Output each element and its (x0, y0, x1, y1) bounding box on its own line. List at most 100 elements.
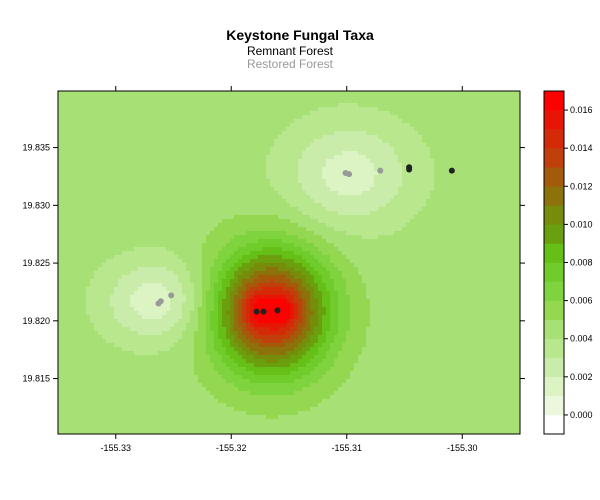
heatmap-cell (286, 319, 291, 324)
heatmap-cell (162, 235, 167, 240)
heatmap-cell (102, 343, 107, 348)
heatmap-cell (170, 379, 175, 384)
heatmap-cell (258, 343, 263, 348)
heatmap-cell (178, 279, 183, 284)
heatmap-cell (254, 175, 259, 180)
heatmap-cell (158, 247, 163, 252)
heatmap-cell (190, 367, 195, 372)
heatmap-cell (154, 411, 159, 416)
heatmap-cell (74, 423, 79, 428)
heatmap-cell (150, 423, 155, 428)
heatmap-cell (166, 143, 171, 148)
heatmap-cell (138, 331, 143, 336)
heatmap-cell (94, 259, 99, 264)
heatmap-cell (226, 95, 231, 100)
heatmap-cell (70, 415, 75, 420)
heatmap-cell (78, 139, 83, 144)
heatmap-cell (94, 383, 99, 388)
heatmap-cell (62, 271, 67, 276)
heatmap-cell (214, 215, 219, 220)
heatmap-cell (218, 303, 223, 308)
heatmap-cell (82, 303, 87, 308)
heatmap-cell (102, 407, 107, 412)
heatmap-cell (138, 123, 143, 128)
heatmap-cell (126, 219, 131, 224)
heatmap-cell (86, 395, 91, 400)
heatmap-cell (142, 419, 147, 424)
heatmap-cell (270, 95, 275, 100)
heatmap-cell (150, 363, 155, 368)
heatmap-cell (186, 395, 191, 400)
heatmap-cell (174, 195, 179, 200)
heatmap-cell (62, 423, 67, 428)
heatmap-cell (286, 287, 291, 292)
heatmap-cell (86, 303, 91, 308)
heatmap-cell (62, 131, 67, 136)
heatmap-cell (214, 131, 219, 136)
heatmap-cell (234, 355, 239, 360)
heatmap-cell (198, 135, 203, 140)
heatmap-cell (286, 259, 291, 264)
heatmap-cell (126, 215, 131, 220)
heatmap-cell (78, 199, 83, 204)
heatmap-cell (178, 307, 183, 312)
heatmap-cell (82, 219, 87, 224)
heatmap-cell (222, 271, 227, 276)
heatmap-cell (98, 171, 103, 176)
heatmap-cell (282, 183, 287, 188)
heatmap-cell (222, 99, 227, 104)
heatmap-cell (118, 367, 123, 372)
heatmap-cell (286, 283, 291, 288)
heatmap-cell (134, 359, 139, 364)
heatmap-cell (142, 387, 147, 392)
heatmap-cell (62, 251, 67, 256)
heatmap-cell (198, 139, 203, 144)
heatmap-cell (118, 191, 123, 196)
heatmap-cell (106, 367, 111, 372)
heatmap-cell (258, 203, 263, 208)
heatmap-cell (118, 143, 123, 148)
heatmap-cell (274, 331, 279, 336)
heatmap-cell (66, 315, 71, 320)
heatmap-cell (122, 327, 127, 332)
heatmap-cell (142, 427, 147, 432)
heatmap-cell (242, 431, 247, 435)
heatmap-cell (174, 275, 179, 280)
heatmap-cell (162, 355, 167, 360)
heatmap-cell (110, 419, 115, 424)
heatmap-cell (274, 283, 279, 288)
heatmap-cell (82, 275, 87, 280)
heatmap-cell (158, 91, 163, 96)
heatmap-cell (74, 167, 79, 172)
heatmap-cell (266, 239, 271, 244)
heatmap-cell (150, 103, 155, 108)
heatmap-cell (90, 359, 95, 364)
heatmap-cell (70, 119, 75, 124)
heatmap-cell (130, 259, 135, 264)
heatmap-cell (242, 323, 247, 328)
heatmap-cell (262, 347, 267, 352)
heatmap-cell (182, 399, 187, 404)
heatmap-cell (170, 415, 175, 420)
heatmap-cell (262, 231, 267, 236)
heatmap-cell (142, 135, 147, 140)
heatmap-cell (286, 303, 291, 308)
heatmap-cell (238, 363, 243, 368)
heatmap-cell (262, 227, 267, 232)
heatmap-cell (206, 383, 211, 388)
heatmap-cell (238, 403, 243, 408)
heatmap-cell (142, 171, 147, 176)
heatmap-cell (162, 427, 167, 432)
heatmap-cell (258, 127, 263, 132)
heatmap-cell (74, 179, 79, 184)
heatmap-cell (90, 431, 95, 435)
heatmap-cell (274, 291, 279, 296)
heatmap-cell (226, 119, 231, 124)
heatmap-cell (258, 291, 263, 296)
heatmap-cell (170, 167, 175, 172)
heatmap-cell (130, 391, 135, 396)
heatmap-cell (174, 115, 179, 120)
heatmap-cell (58, 223, 63, 228)
heatmap-cell (242, 91, 247, 96)
heatmap-cell (226, 255, 231, 260)
